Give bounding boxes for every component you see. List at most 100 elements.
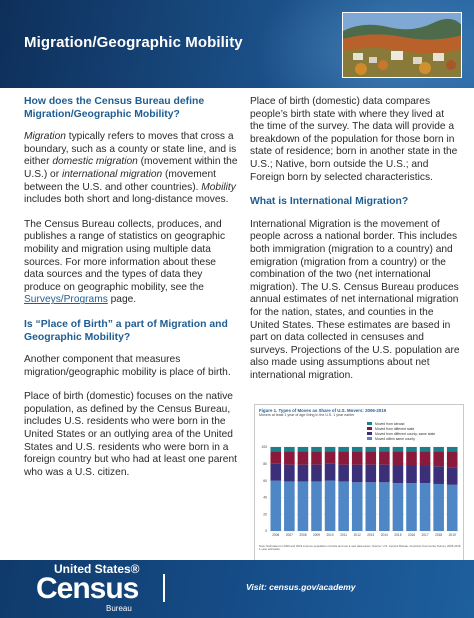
bar-segment	[406, 483, 417, 531]
x-tick-label: 2010	[327, 533, 334, 537]
paragraph-native-population: Place of birth (domestic) focuses on the…	[24, 391, 237, 478]
bar-segment	[311, 451, 322, 465]
bar-segment	[379, 464, 390, 483]
bar-segment	[433, 466, 444, 484]
term-international-migration: international migration	[61, 168, 163, 180]
bar-segment	[338, 464, 349, 482]
bar-segment	[311, 447, 322, 452]
heading-international-migration: What is International Migration?	[250, 196, 409, 208]
bar-segment	[297, 481, 309, 531]
term-migration: Migration	[24, 131, 66, 143]
figure-note: Note: Estimates for 2006 and 2019 improv…	[259, 544, 461, 552]
bar-segment	[297, 451, 309, 465]
text-segment: typically refers to moves that cross a b…	[24, 131, 237, 168]
bar-segment	[446, 447, 458, 452]
text-segment: The Census Bureau collects, produces, an…	[24, 218, 226, 293]
legend-label: Moved from abroad	[375, 421, 405, 426]
bar-segment	[365, 464, 377, 483]
legend-item: Moved within same county	[367, 436, 461, 441]
footer-divider	[163, 574, 165, 602]
bar-segment	[392, 465, 404, 484]
y-tick-label: 100	[261, 445, 267, 449]
x-tick-label: 2007	[286, 533, 293, 537]
bar-segment	[351, 482, 363, 531]
bar-segment	[419, 483, 431, 531]
bar-segment	[284, 451, 295, 465]
census-logo-top: United States®	[54, 562, 140, 576]
stacked-bar-chart: 0 20 40 60 80 100 2006 2007 2008 2009 2010 2011 2012…	[261, 445, 459, 537]
heading-define-migration: How does the Census Bureau define Migrat…	[24, 96, 205, 120]
bar-segment	[284, 447, 295, 452]
bar-segment	[338, 451, 349, 465]
page-header: Migration/Geographic Mobility	[0, 0, 474, 88]
y-tick-label: 40	[263, 496, 267, 500]
bar-segment	[433, 447, 444, 452]
text-segment: (movement within the U.S.) or	[24, 156, 238, 180]
term-mobility: Mobility	[201, 181, 236, 193]
census-logo: Census	[36, 572, 139, 605]
legend-item: Moved from different county, same state	[367, 431, 461, 436]
bar-segment	[270, 451, 282, 464]
bar-segment	[433, 483, 444, 531]
paragraph-international-migration: International Migration is the movement …	[250, 218, 460, 381]
bar-segment	[419, 451, 431, 466]
figure-title-text: Types of Moves as Share of U.S. Movers: …	[278, 408, 387, 413]
x-tick-label: 2006	[272, 533, 279, 537]
movers-chart-figure: Figure 1. Types of Moves as Share of U.S…	[254, 404, 464, 568]
bar-segment	[433, 451, 444, 467]
bar-segment	[379, 447, 390, 452]
bar-segment	[270, 463, 282, 481]
x-tick-label: 2016	[408, 533, 415, 537]
legend-swatch	[367, 432, 372, 435]
x-tick-label: 2008	[299, 533, 306, 537]
bar-segment	[365, 482, 377, 531]
bar-segment	[365, 451, 377, 465]
bar-segment	[297, 447, 309, 452]
chart-legend: Moved from abroad Moved from different st…	[367, 421, 461, 441]
bar-segment	[392, 451, 404, 466]
bar-segment	[446, 451, 458, 468]
bar-segment	[419, 465, 431, 484]
paragraph-data-sources: The Census Bureau collects, produces, an…	[24, 219, 238, 307]
legend-swatch	[367, 427, 372, 430]
page-footer: United States® Census Bureau Visit: cens…	[0, 560, 474, 618]
bar-segment	[270, 447, 282, 452]
x-tick-label: 2011	[340, 533, 347, 537]
bar-segment	[311, 464, 322, 482]
legend-swatch	[367, 437, 372, 440]
figure-subtitle: Movers at least 1 year of age living in …	[259, 413, 355, 417]
figure-title: Figure 1. Types of Moves as Share of U.S…	[259, 408, 459, 413]
bar-segment	[365, 447, 377, 452]
legend-swatch	[367, 422, 372, 425]
figure-label: Figure 1.	[259, 408, 278, 413]
bar-segment	[379, 482, 390, 531]
bar-segment	[338, 447, 349, 452]
surveys-programs-link[interactable]: Surveys/Programs	[24, 294, 108, 306]
bar-segment	[419, 447, 431, 452]
bar-segment	[284, 481, 295, 531]
x-tick-label: 2009	[313, 533, 320, 537]
bar-segment	[297, 464, 309, 482]
page-title: Migration/Geographic Mobility	[24, 34, 243, 51]
visit-link[interactable]: Visit: census.gov/academy	[246, 582, 356, 592]
x-tick-label: 2015	[394, 533, 401, 537]
legend-label: Moved from different county, same state	[375, 431, 436, 436]
landscape-illustration	[343, 13, 461, 77]
bar-segment	[338, 481, 349, 531]
x-tick-label: 2014	[381, 533, 388, 537]
bar-segment	[406, 451, 417, 466]
town-landscape-photo	[342, 12, 462, 78]
x-tick-label: 2019	[449, 533, 456, 537]
bar-segment	[351, 447, 363, 452]
bar-segment	[324, 451, 336, 464]
y-tick-label: 0	[265, 529, 267, 533]
right-column: Place of birth (domestic) data compares …	[250, 96, 460, 394]
legend-label: Moved from different state	[375, 426, 415, 431]
bar-segment	[324, 447, 336, 452]
x-tick-label: 2018	[435, 533, 442, 537]
text-segment: page.	[107, 294, 137, 306]
y-tick-label: 60	[263, 479, 267, 483]
legend-label: Moved within same county	[375, 436, 415, 441]
x-tick-label: 2012	[354, 533, 361, 537]
census-logo-sub: Bureau	[106, 604, 132, 613]
